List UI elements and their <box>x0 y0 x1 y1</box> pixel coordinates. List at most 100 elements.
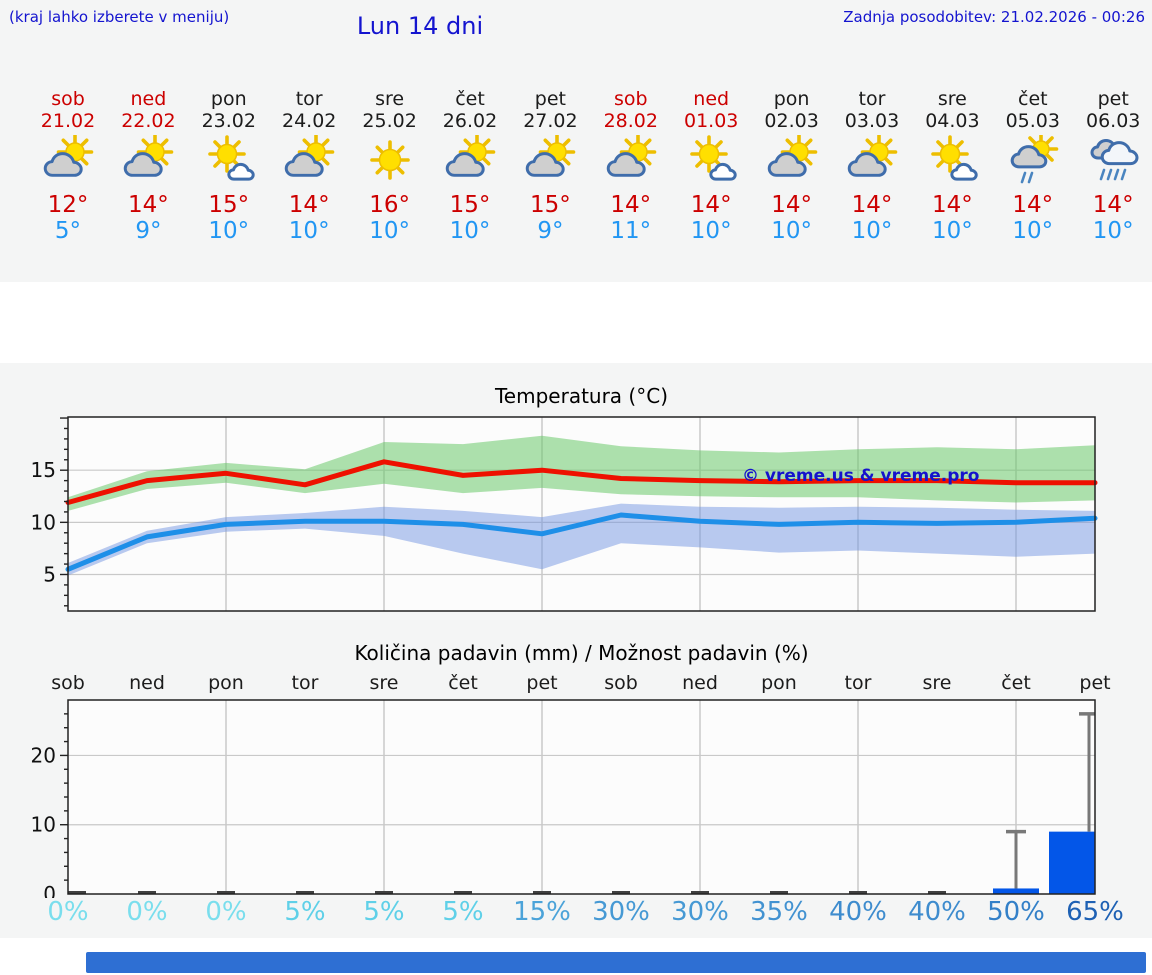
precip-bar <box>993 888 1039 894</box>
location-hint: (kraj lahko izberete v meniju) <box>9 8 230 26</box>
precip-day-label: pet <box>526 672 558 694</box>
max-temperature-line <box>65 459 1098 505</box>
day-column[interactable]: čet 05.03 14° 10° <box>993 88 1073 244</box>
precip-probability-label: 5% <box>284 897 326 927</box>
sun-cloud-rain-icon <box>1010 135 1059 184</box>
precip-probability-label: 65% <box>1066 897 1124 927</box>
day-date-label: 01.03 <box>683 110 739 132</box>
precip-probability-label: 50% <box>987 897 1045 927</box>
sun-small-cloud-icon <box>931 135 979 181</box>
high-temp-label: 14° <box>851 192 893 218</box>
low-temp-label: 10° <box>369 218 410 244</box>
low-temp-label: 5° <box>54 218 82 244</box>
low-temp-label: 11° <box>610 218 652 244</box>
precip-y-tick-label: 20 <box>31 743 56 767</box>
day-date-label: 21.02 <box>40 110 96 132</box>
day-column[interactable]: pet 06.03 14° 10° <box>1073 88 1152 244</box>
day-column[interactable]: sob 21.02 12° 5° <box>28 88 108 244</box>
low-temp-label: 10° <box>288 218 330 244</box>
day-name-label: pon <box>773 88 810 110</box>
zero-precip-tick <box>691 891 709 894</box>
sun-cloud-icon <box>767 135 817 177</box>
day-column[interactable]: sre 04.03 14° 10° <box>912 88 992 244</box>
page-title: Lun 14 dni <box>356 12 484 40</box>
low-temp-label: 10° <box>690 218 732 244</box>
day-date-label: 22.02 <box>121 110 176 132</box>
low-temp-label: 9° <box>537 218 564 244</box>
day-date-label: 23.02 <box>201 110 256 132</box>
day-column[interactable]: tor 24.02 14° 10° <box>269 88 349 244</box>
precip-day-label: sob <box>604 672 638 694</box>
weather-icon-cell <box>189 135 269 187</box>
sun-cloud-icon <box>526 135 576 177</box>
precip-probability-label: 0% <box>205 897 247 927</box>
zero-precip-tick <box>138 891 156 894</box>
sun-cloud-icon <box>43 135 94 177</box>
day-column[interactable]: ned 22.02 14° 9° <box>108 88 188 244</box>
day-column[interactable]: ned 01.03 14° 10° <box>671 88 751 244</box>
sun-icon <box>369 140 410 180</box>
day-name-label: sob <box>51 88 85 110</box>
day-name-label: tor <box>858 88 886 110</box>
precip-probability-label: 35% <box>750 897 808 927</box>
day-column[interactable]: tor 03.03 14° 10° <box>832 88 912 244</box>
weather-icon-cell <box>591 135 671 187</box>
day-column[interactable]: čet 26.02 15° 10° <box>430 88 510 244</box>
day-name-label: tor <box>295 88 323 110</box>
sun-cloud-icon <box>606 135 657 177</box>
precip-bar <box>1049 831 1095 894</box>
day-date-label: 02.03 <box>764 110 819 132</box>
day-name-label: pet <box>1097 88 1129 110</box>
day-name-label: sre <box>375 88 405 110</box>
precip-day-label: čet <box>1001 672 1031 694</box>
high-temp-label: 14° <box>1092 192 1134 218</box>
day-date-label: 24.02 <box>281 110 337 132</box>
precip-probability-label: 30% <box>592 897 650 927</box>
zero-precip-tick <box>454 891 472 894</box>
sun-small-cloud-icon <box>207 135 255 181</box>
low-temp-label: 9° <box>135 218 162 244</box>
precip-day-label: ned <box>129 672 165 694</box>
day-date-label: 25.02 <box>362 110 417 132</box>
precip-probability-label: 5% <box>442 897 484 927</box>
day-date-label: 26.02 <box>442 110 498 132</box>
day-column[interactable]: pon 23.02 15° 10° <box>189 88 269 244</box>
zero-precip-tick <box>68 891 86 894</box>
precip-day-label: tor <box>844 672 872 694</box>
high-temp-label: 14° <box>690 192 732 218</box>
low-temp-label: 10° <box>771 218 812 244</box>
high-temp-label: 15° <box>208 192 250 218</box>
day-column[interactable]: pet 27.02 15° 9° <box>510 88 590 244</box>
footer-bar[interactable] <box>86 952 1146 973</box>
clouds-rain-icon <box>1090 139 1139 181</box>
high-temp-label: 14° <box>1012 192 1054 218</box>
low-temp-label: 10° <box>1092 218 1134 244</box>
day-name-label: pon <box>210 88 247 110</box>
sun-cloud-icon <box>445 135 496 177</box>
zero-precip-tick <box>612 891 630 894</box>
precip-day-label: čet <box>448 672 478 694</box>
zero-precip-tick <box>217 891 235 894</box>
precip-day-label: ned <box>682 672 718 694</box>
weather-icon-cell <box>350 135 430 187</box>
zero-precip-tick <box>375 891 393 894</box>
day-name-label: sob <box>614 88 648 110</box>
temp-y-tick-label: 10 <box>31 510 56 534</box>
precip-day-label: sob <box>51 672 85 694</box>
precip-day-label: pet <box>1079 672 1111 694</box>
top-background-band <box>0 0 1152 282</box>
day-column[interactable]: sre 25.02 16° 10° <box>350 88 430 244</box>
day-date-label: 05.03 <box>1005 110 1060 132</box>
day-column[interactable]: sob 28.02 14° 11° <box>591 88 671 244</box>
precip-chart-title: Količina padavin (mm) / Možnost padavin … <box>354 641 809 665</box>
watermark-link[interactable]: © vreme.us & vreme.pro <box>742 466 980 486</box>
day-column[interactable]: pon 02.03 14° 10° <box>752 88 832 244</box>
zero-precip-tick <box>849 891 867 894</box>
precip-day-label: tor <box>291 672 319 694</box>
high-temp-label: 15° <box>530 192 571 218</box>
sun-cloud-icon <box>284 135 335 177</box>
precip-probability-label: 30% <box>671 897 729 927</box>
sun-cloud-icon <box>124 135 174 177</box>
high-temp-label: 14° <box>932 192 973 218</box>
